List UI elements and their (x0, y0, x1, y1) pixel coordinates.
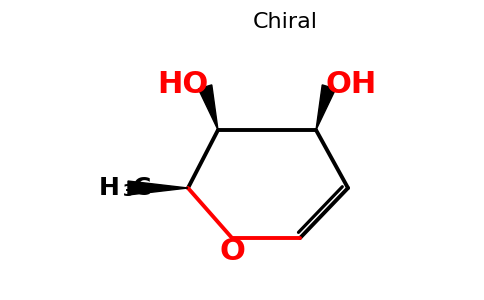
Text: Chiral: Chiral (253, 12, 318, 32)
Text: O: O (219, 238, 245, 266)
Text: HO: HO (157, 70, 209, 99)
Text: OH: OH (325, 70, 377, 99)
Polygon shape (316, 85, 335, 130)
Polygon shape (128, 181, 188, 195)
Text: H: H (99, 176, 120, 200)
Text: C: C (133, 176, 151, 200)
Text: 3: 3 (123, 184, 134, 200)
Polygon shape (198, 85, 218, 130)
